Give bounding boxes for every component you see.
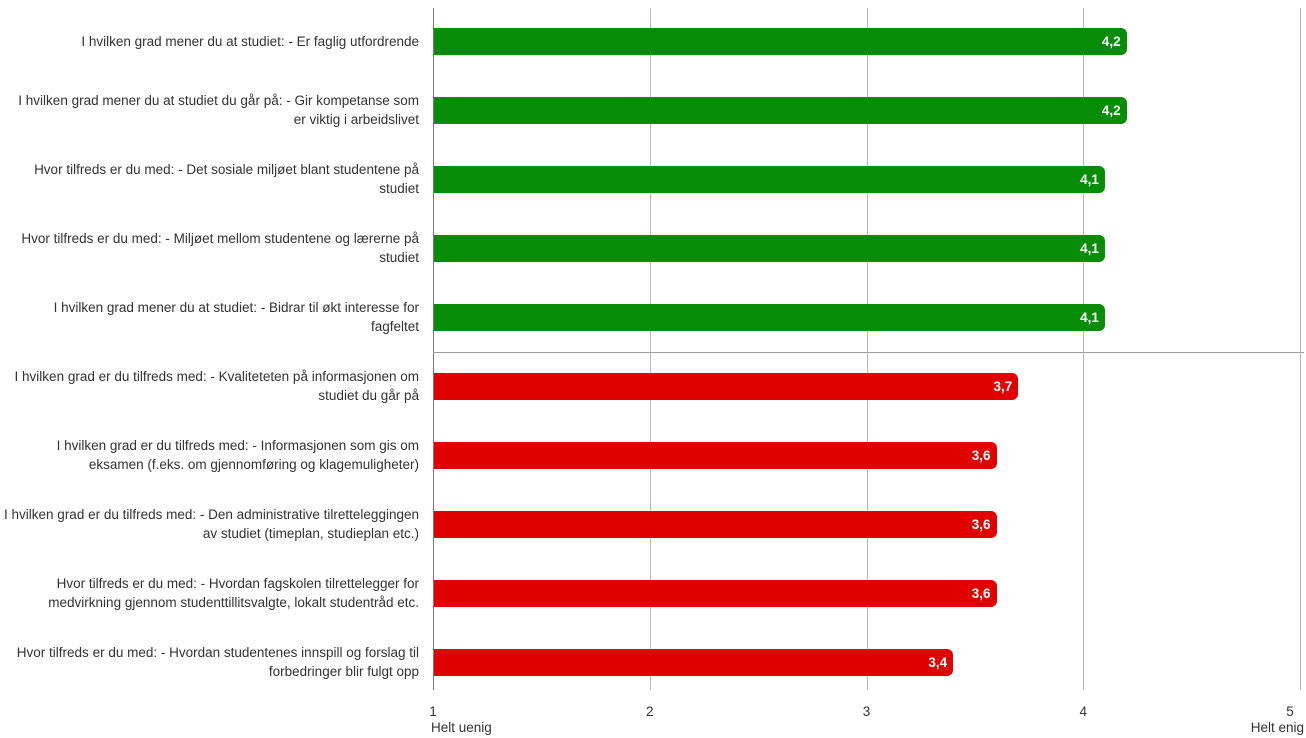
category-label: I hvilken grad mener du at studiet du gå… — [18, 93, 419, 127]
tick-label-1: 1 — [429, 704, 437, 719]
x-axis-min-label: Helt uenig — [431, 720, 492, 735]
bar-value-label: 4,1 — [1080, 309, 1099, 325]
bar: 4,1 — [434, 165, 1105, 193]
bar: 3,6 — [434, 510, 997, 538]
bar-value-label: 4,2 — [1101, 102, 1121, 118]
bar: 3,6 — [434, 441, 997, 469]
tick-label-5: 5 — [1286, 704, 1294, 719]
tick-label-2: 2 — [645, 704, 654, 719]
category-label: Hvor tilfreds er du med: - Hvordan stude… — [16, 645, 419, 679]
bar: 4,1 — [434, 303, 1105, 331]
category-label: I hvilken grad er du tilfreds med: - Inf… — [56, 438, 419, 472]
bar: 4,2 — [434, 96, 1127, 124]
bar-value-label: 4,1 — [1080, 171, 1099, 187]
bar: 3,4 — [434, 648, 954, 676]
bar: 3,6 — [434, 579, 997, 607]
bar-value-label: 3,6 — [971, 447, 991, 463]
bar: 3,7 — [434, 372, 1019, 400]
category-label: I hvilken grad mener du at studiet: - Bi… — [53, 300, 419, 334]
category-label: I hvilken grad er du tilfreds med: - Den… — [4, 507, 419, 541]
bar: 4,1 — [434, 234, 1105, 262]
bar-value-label: 3,6 — [971, 585, 991, 601]
x-axis-max-label: Helt enig — [1250, 720, 1304, 735]
category-label: I hvilken grad er du tilfreds med: - Kva… — [14, 369, 419, 403]
tick-label-4: 4 — [1079, 704, 1087, 719]
tick-label-3: 3 — [862, 704, 871, 719]
bar: 4,2 — [434, 27, 1127, 55]
bar-value-label: 4,2 — [1101, 33, 1121, 49]
bar-value-label: 3,4 — [928, 654, 948, 670]
category-label: Hvor tilfreds er du med: - Hvordan fagsk… — [48, 576, 419, 610]
bar-value-label: 4,1 — [1080, 240, 1099, 256]
category-label: Hvor tilfreds er du med: - Miljøet mello… — [21, 231, 419, 265]
category-label: I hvilken grad mener du at studiet: - Er… — [81, 33, 419, 49]
bar-value-label: 3,6 — [971, 516, 991, 532]
category-label: Hvor tilfreds er du med: - Det sosiale m… — [34, 162, 419, 196]
bar-value-label: 3,7 — [993, 378, 1013, 394]
